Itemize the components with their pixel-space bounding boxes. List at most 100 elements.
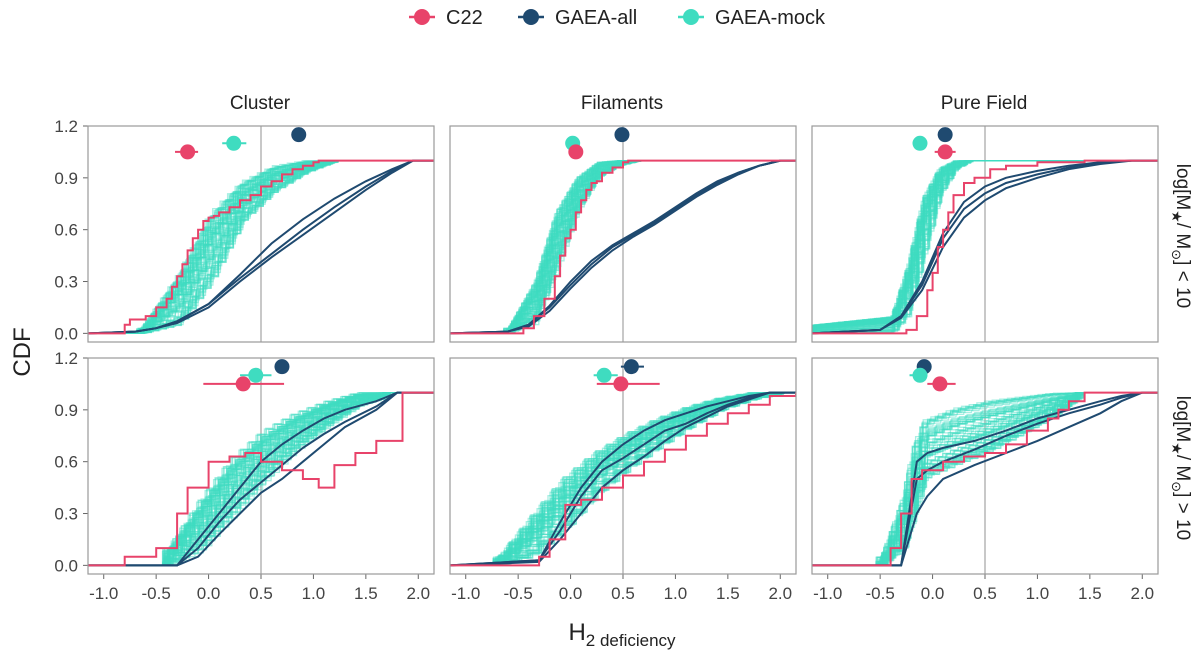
gaea-mock-curve xyxy=(450,159,796,335)
x-tick-label: 2.0 xyxy=(768,584,792,603)
x-tick-label: 0.5 xyxy=(249,584,273,603)
gaea-mock-curve xyxy=(450,159,796,335)
gaea-mock-curve xyxy=(812,159,1158,335)
gaea-mock-curve xyxy=(450,159,796,335)
c22-median-point xyxy=(235,376,251,392)
gaea-mock-curve xyxy=(88,391,434,567)
gaea-mock-curve xyxy=(812,159,1158,335)
c22-curve xyxy=(450,392,796,567)
gaea-mock-curve xyxy=(450,159,796,335)
gaea-mock-curve xyxy=(450,391,796,567)
gaea-mock-curve xyxy=(450,159,796,335)
gaea-mock-curve xyxy=(88,391,434,567)
panel-0-0: 0.0 0.3 0.6 0.9 1.2 xyxy=(54,117,435,343)
gaea-mock-curve xyxy=(450,159,796,335)
gaea-mock-curve xyxy=(88,159,434,335)
gaea-mock-curve xyxy=(88,391,434,567)
gaea-mock-curve xyxy=(450,159,796,335)
gaea-mock-curve xyxy=(88,159,434,335)
gaea-mock-curve xyxy=(812,159,1158,335)
c22-curve xyxy=(450,159,796,335)
gaea-mock-curve xyxy=(812,159,1158,335)
x-tick-label: -0.5 xyxy=(504,584,533,603)
y-tick-label: 0.3 xyxy=(54,273,78,292)
gaea-all-curve xyxy=(812,391,1158,567)
gaea-mock-curve xyxy=(812,391,1158,567)
x-tick-label: 0.0 xyxy=(197,584,221,603)
gaea-mock-curve xyxy=(88,391,434,567)
gaea-mock-curve xyxy=(812,159,1158,335)
gaea-mock-curve xyxy=(88,159,434,335)
y-tick-label: 0.3 xyxy=(54,505,78,524)
gaea-mock-curve xyxy=(450,159,796,335)
gaea-mock-curve xyxy=(812,159,1158,335)
gaea-mock-curve xyxy=(812,159,1158,335)
gaea-mock-curve xyxy=(450,391,796,567)
gaea-mock-curve xyxy=(812,391,1158,567)
gaea-mock-curve xyxy=(450,159,796,335)
gaea-mock-curve xyxy=(812,159,1158,335)
gaea-mock-curve xyxy=(88,391,434,567)
gaea-mock-curve xyxy=(88,159,434,335)
gaea-mock-curve xyxy=(88,391,434,567)
gaea-mock-curve xyxy=(88,391,434,567)
gaea-mock-curve xyxy=(88,391,434,567)
gaea-mock-curve xyxy=(88,391,434,567)
gaea-mock-curve xyxy=(450,391,796,567)
gaea-mock-curve xyxy=(88,391,434,567)
gaea-mock-curve xyxy=(450,159,796,335)
y-tick-label: 0.9 xyxy=(54,401,78,420)
gaea-mock-curve xyxy=(88,391,434,567)
gaea-mock-curve xyxy=(812,159,1158,335)
x-tick-label: 0.5 xyxy=(611,584,635,603)
gaea-mock-curve xyxy=(88,159,434,335)
gaea-mock-curve xyxy=(450,391,796,567)
gaea-all-curve xyxy=(450,391,796,567)
gaea-mock-curve xyxy=(450,159,796,335)
c22-curve xyxy=(812,159,1158,335)
gaea-mock-curve xyxy=(812,159,1158,335)
gaea-mock-curve xyxy=(812,391,1158,567)
gaea-mock-curve xyxy=(450,391,796,567)
gaea-mock-curve xyxy=(450,159,796,335)
gaea-mock-curve xyxy=(88,391,434,567)
gaea-mock-curve xyxy=(88,391,434,567)
gaea-mock-curve xyxy=(88,159,434,335)
gaea-mock-curve xyxy=(450,159,796,335)
c22-median-point xyxy=(613,376,629,392)
x-tick-label: -0.5 xyxy=(142,584,171,603)
gaea-mock-curve xyxy=(450,159,796,335)
gaea-mock-curve xyxy=(88,391,434,567)
y-tick-label: 0.6 xyxy=(54,453,78,472)
gaea-mock-curve xyxy=(450,159,796,335)
gaea-mock-curve xyxy=(812,391,1158,567)
x-tick-label: -1.0 xyxy=(813,584,842,603)
legend-gaea-all-point xyxy=(523,9,539,25)
panel-0-2 xyxy=(811,125,1159,343)
gaea-mock-curve xyxy=(812,391,1158,567)
gaea-mock-curve xyxy=(88,391,434,567)
x-tick-label: -1.0 xyxy=(89,584,118,603)
gaea-mock-curve xyxy=(812,159,1158,335)
gaea-mock-curve xyxy=(88,391,434,567)
gaea-mock-curve xyxy=(88,159,434,335)
gaea-mock-curve xyxy=(812,159,1158,335)
gaea-mock-curve xyxy=(450,159,796,335)
gaea-mock-curve xyxy=(812,391,1158,567)
row-label-low-mass-b: / M xyxy=(1172,223,1193,249)
gaea-mock-curve xyxy=(450,159,796,335)
panel-plot-area xyxy=(88,126,434,342)
gaea-mock-curve xyxy=(812,159,1158,335)
x-tick-label: 0.5 xyxy=(973,584,997,603)
gaea-mock-curve xyxy=(812,159,1158,335)
gaea-all-curve xyxy=(450,391,796,567)
gaea-mock-curve xyxy=(88,391,434,567)
gaea-mock-curve xyxy=(812,391,1158,567)
gaea-mock-curve xyxy=(88,159,434,335)
gaea-mock-curve xyxy=(450,391,796,567)
gaea-mock-curve xyxy=(88,159,434,335)
gaea-mock-curve xyxy=(450,391,796,567)
gaea-all-median-point xyxy=(274,359,290,375)
gaea-mock-curve xyxy=(88,159,434,335)
legend-gaea-all-label: GAEA-all xyxy=(555,7,637,29)
